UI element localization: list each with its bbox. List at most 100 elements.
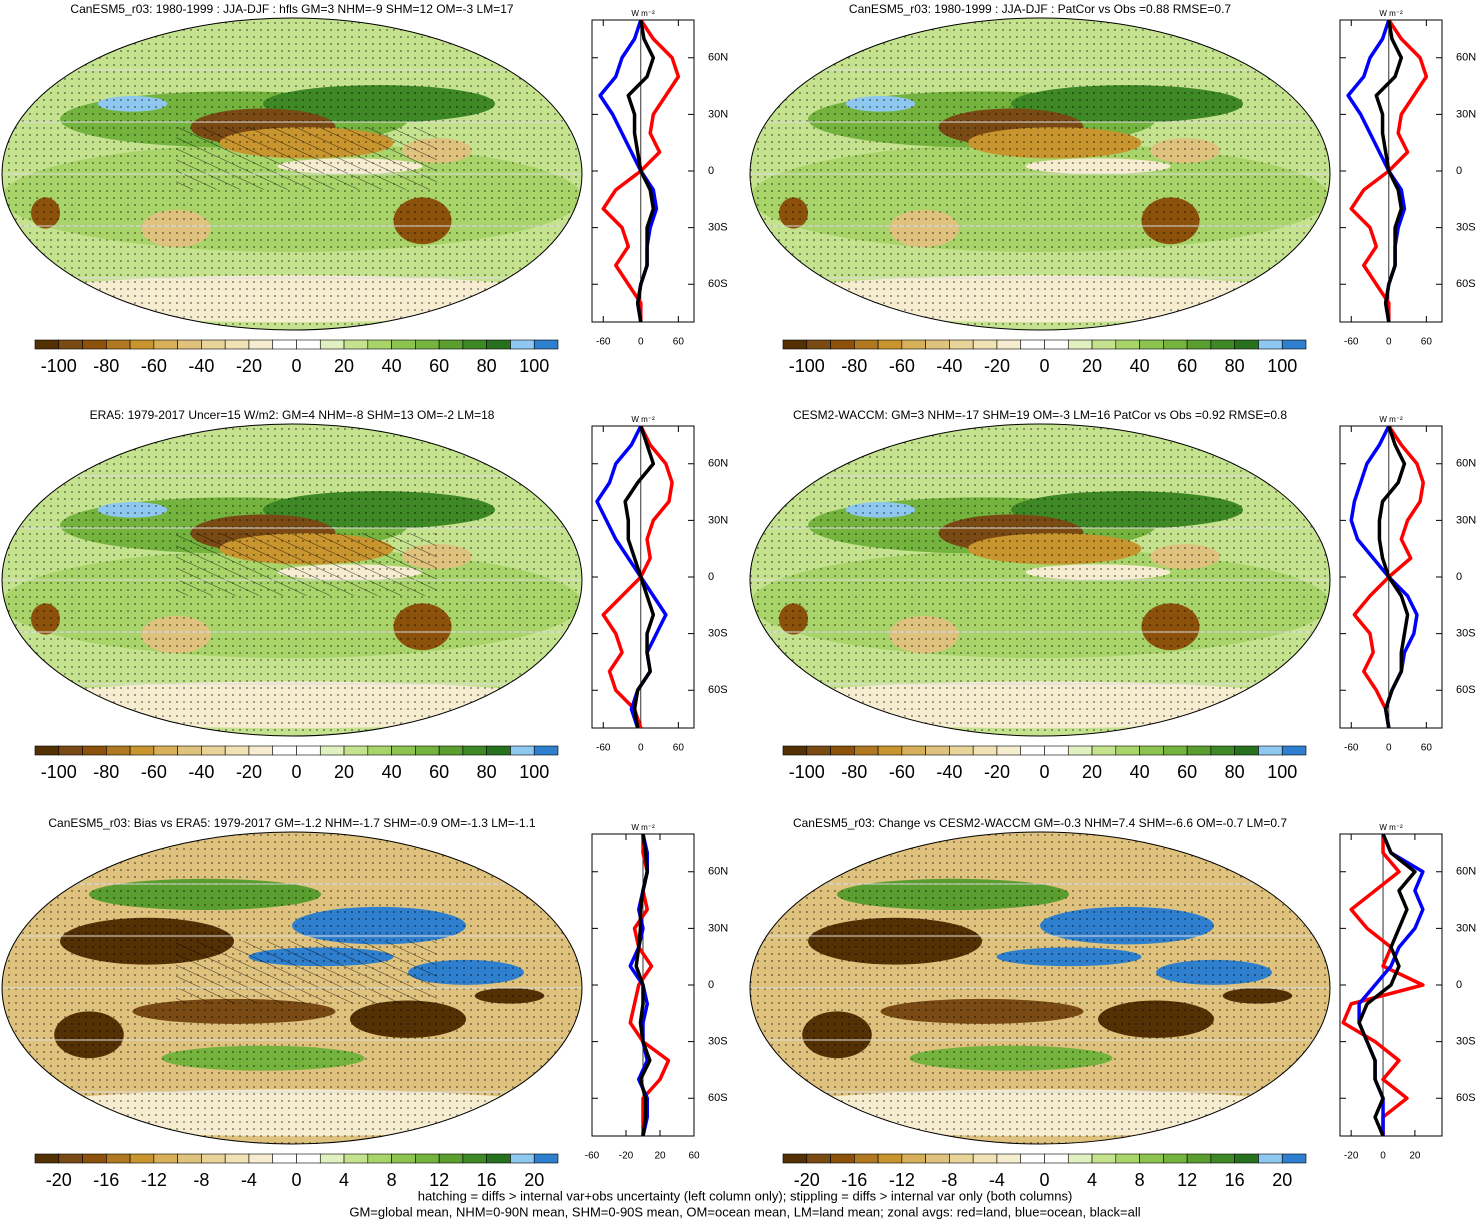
colorbar-box bbox=[153, 339, 178, 350]
colorbar-box bbox=[1281, 745, 1307, 756]
zonal-mean-line bbox=[634, 833, 652, 1137]
y-tick-label: 60N bbox=[1456, 866, 1476, 878]
colorbar-box bbox=[319, 339, 345, 350]
colorbar-box bbox=[367, 745, 392, 756]
colorbar-label: -40 bbox=[188, 356, 214, 376]
colorbar-box bbox=[830, 745, 855, 756]
map-border bbox=[749, 831, 1331, 1145]
y-tick-label: 0 bbox=[708, 165, 714, 177]
colorbar-box bbox=[415, 1153, 440, 1164]
zonal-mean-line bbox=[1349, 425, 1419, 729]
colorbar-label: -20 bbox=[46, 1170, 72, 1190]
colorbar-box bbox=[901, 745, 926, 756]
colorbar-box bbox=[486, 1153, 511, 1164]
y-tick-label: 60S bbox=[708, 278, 728, 290]
x-axis-label: W m⁻² bbox=[631, 415, 655, 424]
y-tick-label: 30S bbox=[708, 1036, 728, 1048]
colorbar-box bbox=[949, 745, 974, 756]
y-tick-label: 60S bbox=[1456, 684, 1476, 696]
colorbar-box bbox=[438, 1153, 464, 1164]
colorbar-box bbox=[129, 339, 155, 350]
colorbar-box bbox=[1115, 1153, 1140, 1164]
colorbar-label: 100 bbox=[1267, 762, 1297, 782]
colorbar-label: 8 bbox=[387, 1170, 397, 1190]
colorbar-label: 4 bbox=[339, 1170, 349, 1190]
y-tick-label: 30N bbox=[708, 514, 728, 526]
colorbar-label: 80 bbox=[477, 356, 497, 376]
colorbar-box bbox=[925, 339, 950, 350]
colorbar-label: 8 bbox=[1135, 1170, 1145, 1190]
colorbar-box bbox=[972, 1153, 998, 1164]
colorbar-box bbox=[1186, 1153, 1212, 1164]
colorbar-label: 100 bbox=[519, 762, 549, 782]
colorbar-box bbox=[153, 745, 178, 756]
colorbar-box bbox=[224, 1153, 250, 1164]
map bbox=[2, 832, 582, 1144]
colorbar-box bbox=[391, 1153, 416, 1164]
y-tick-label: 30S bbox=[1456, 628, 1476, 640]
colorbar-label: -20 bbox=[236, 762, 262, 782]
colorbar-box bbox=[438, 339, 464, 350]
x-tick-label: 0 bbox=[638, 337, 644, 348]
colorbar-label: 80 bbox=[477, 762, 497, 782]
x-tick-label: 0 bbox=[1386, 337, 1392, 348]
colorbar-box bbox=[82, 339, 107, 350]
colorbar-box bbox=[177, 1153, 202, 1164]
hatching bbox=[176, 941, 437, 1004]
colorbar-box bbox=[1091, 1153, 1117, 1164]
colorbar-box bbox=[1139, 745, 1164, 756]
zonal-mean-line bbox=[1341, 834, 1425, 1136]
x-tick-label: -60 bbox=[585, 1151, 600, 1162]
colorbar-box bbox=[1210, 1153, 1235, 1164]
zonal-mean-line bbox=[1357, 833, 1417, 1137]
colorbar-label: 40 bbox=[1130, 762, 1150, 782]
map-border bbox=[749, 17, 1331, 331]
colorbar-label: 60 bbox=[429, 762, 449, 782]
colorbar-box bbox=[996, 339, 1022, 350]
colorbar-label: 4 bbox=[1087, 1170, 1097, 1190]
colorbar-box bbox=[782, 339, 808, 350]
map-border bbox=[1, 423, 583, 737]
colorbar-box bbox=[177, 745, 202, 756]
panel-title: CESM2-WACCM: GM=3 NHM=-17 SHM=19 OM=-3 L… bbox=[793, 408, 1287, 422]
y-tick-label: 0 bbox=[1456, 165, 1462, 177]
colorbar-label: 60 bbox=[1177, 356, 1197, 376]
zonal-mean-line bbox=[1346, 19, 1407, 323]
colorbar-label: 20 bbox=[334, 356, 354, 376]
map-border bbox=[1, 831, 583, 1145]
colorbar-label: -16 bbox=[93, 1170, 119, 1190]
colorbar-box bbox=[462, 1153, 487, 1164]
colorbar-box bbox=[1258, 745, 1283, 756]
y-tick-label: 60N bbox=[708, 866, 728, 878]
x-axis-label: W m⁻² bbox=[631, 9, 655, 18]
x-tick-label: 60 bbox=[1421, 743, 1433, 754]
colorbar-box bbox=[438, 745, 464, 756]
x-tick-label: 60 bbox=[673, 337, 685, 348]
colorbar-label: 0 bbox=[291, 762, 301, 782]
colorbar-label: 40 bbox=[1130, 356, 1150, 376]
colorbar-box bbox=[925, 1153, 950, 1164]
colorbar-box bbox=[343, 745, 369, 756]
colorbar-box bbox=[82, 745, 107, 756]
colorbar-label: 20 bbox=[1082, 762, 1102, 782]
colorbar-box bbox=[806, 339, 831, 350]
map bbox=[750, 18, 1330, 330]
x-tick-label: -20 bbox=[1344, 1151, 1359, 1162]
colorbar-box bbox=[462, 745, 487, 756]
colorbar-box bbox=[901, 339, 926, 350]
colorbar-box bbox=[901, 1153, 926, 1164]
colorbar-label: 20 bbox=[1272, 1170, 1292, 1190]
y-tick-label: 30N bbox=[708, 108, 728, 120]
colorbar-label: -60 bbox=[141, 762, 167, 782]
colorbar-label: -16 bbox=[841, 1170, 867, 1190]
colorbar-box bbox=[106, 1153, 131, 1164]
colorbar-label: 16 bbox=[477, 1170, 497, 1190]
x-tick-label: -60 bbox=[1344, 337, 1359, 348]
colorbar-box bbox=[224, 745, 250, 756]
panel-title: CanESM5_r03: 1980-1999 : JJA-DJF : PatCo… bbox=[849, 2, 1232, 16]
colorbar-label: -8 bbox=[193, 1170, 209, 1190]
colorbar-box bbox=[343, 339, 369, 350]
colorbar-box bbox=[830, 1153, 855, 1164]
colorbar-label: 20 bbox=[1082, 356, 1102, 376]
colorbar-box bbox=[1139, 339, 1164, 350]
